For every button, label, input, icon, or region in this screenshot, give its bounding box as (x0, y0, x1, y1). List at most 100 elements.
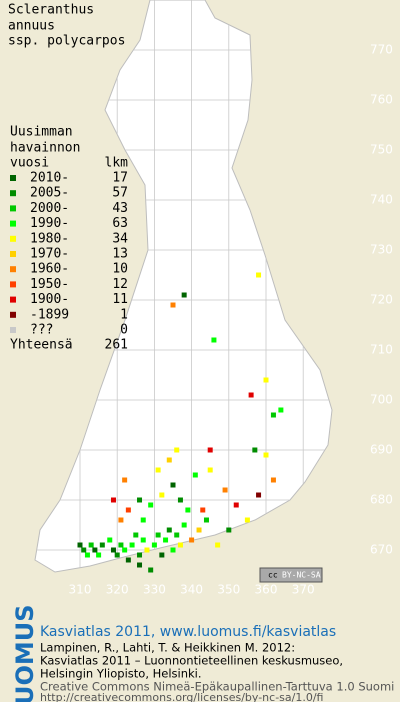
legend-count: 1 (120, 307, 128, 322)
legend-count: 12 (112, 277, 128, 292)
legend-label: 1980- (30, 231, 69, 246)
observation (181, 292, 187, 298)
observation (137, 552, 143, 558)
legend-swatch (10, 190, 16, 197)
observation (177, 497, 183, 503)
observation (166, 457, 172, 463)
observation (196, 527, 202, 533)
y-label: 710 (370, 343, 393, 357)
observation (125, 557, 131, 563)
observation (170, 302, 176, 308)
observation (110, 547, 116, 553)
legend-count: 0 (120, 323, 128, 338)
legend-label: 1960- (30, 262, 69, 277)
legend-heading: Uusimman (10, 125, 73, 140)
legend-count: 63 (112, 216, 128, 231)
title-line: ssp. polycarpos (8, 34, 125, 49)
observation (263, 452, 269, 458)
legend-swatch (10, 251, 16, 257)
observation (256, 272, 262, 278)
legend-total: 261 (105, 338, 128, 353)
observation (170, 547, 176, 553)
legend-count: 43 (112, 201, 128, 216)
observation (77, 542, 83, 548)
legend-label: ??? (30, 323, 53, 338)
observation (137, 497, 143, 503)
observation (118, 542, 124, 548)
observation (181, 522, 187, 528)
observation (148, 567, 154, 573)
legend-label: 1950- (30, 277, 69, 292)
observation (151, 542, 157, 548)
observation (174, 532, 180, 538)
legend-swatch (10, 220, 16, 227)
observation (203, 517, 209, 523)
observation (211, 337, 217, 343)
observation (270, 412, 276, 418)
legend-swatch (10, 235, 16, 242)
observation (137, 562, 143, 568)
grid-labels: 310 320 330 340 350 360 3706706806907007107207… (69, 43, 393, 597)
observation (148, 502, 154, 508)
logo: LUOMUS (11, 605, 39, 702)
observation (215, 542, 221, 548)
citation: Kasviatlas 2011 – Luonnontieteellinen ke… (40, 654, 343, 668)
legend-col-count: lkm (105, 156, 129, 171)
observation (96, 552, 102, 558)
observation (122, 547, 128, 553)
legend-swatch (10, 281, 16, 288)
observation (233, 502, 239, 508)
observation (192, 472, 198, 478)
legend-label: -1899 (30, 307, 69, 322)
x-label: 340 (180, 583, 203, 597)
observation (252, 447, 258, 453)
legend-swatch (10, 266, 16, 273)
x-label: 350 (217, 583, 240, 597)
license: Creative Commons Nimeä-Epäkaupallinen-Ta… (40, 680, 394, 694)
y-label: 720 (370, 293, 393, 307)
observation (226, 527, 232, 533)
x-label: 330 (143, 583, 166, 597)
legend-label: 1990- (30, 216, 69, 231)
observation (207, 467, 213, 473)
observation (185, 507, 191, 513)
observation (278, 407, 284, 413)
observation (155, 532, 161, 538)
legend-count: 13 (112, 247, 128, 262)
legend-count: 34 (112, 231, 128, 246)
y-label: 670 (370, 543, 393, 557)
y-label: 760 (370, 93, 393, 107)
observation (244, 517, 250, 523)
observation (159, 492, 165, 498)
observation (177, 542, 183, 548)
legend-count: 17 (112, 171, 128, 186)
observation (118, 517, 124, 523)
title-line: annuus (8, 19, 55, 34)
y-label: 770 (370, 43, 393, 57)
legend-swatch (10, 327, 16, 333)
observation (125, 507, 131, 513)
legend-label: 2005- (30, 186, 69, 201)
legend-count: 57 (112, 186, 128, 201)
legend-swatch (10, 311, 16, 318)
x-label: 370 (292, 583, 315, 597)
x-label: 360 (255, 583, 278, 597)
observation (200, 507, 206, 513)
license-url[interactable]: http://creativecommons.org/licenses/by-n… (40, 691, 323, 702)
legend: 2010- 17 2005- 57 2000- 43 1990- 63 1980- 34 1970-… (10, 171, 128, 353)
observation (88, 542, 94, 548)
observation (189, 537, 195, 543)
observation (140, 517, 146, 523)
legend-swatch (10, 205, 16, 212)
observation (163, 537, 169, 543)
legend-col-period: vuosi (10, 156, 49, 171)
link[interactable]: Kasviatlas 2011, www.luomus.fi/kasviatla… (40, 624, 336, 640)
observation (122, 477, 128, 483)
observations (77, 272, 284, 573)
observation (144, 547, 150, 553)
title-line: Scleranthus (8, 3, 94, 18)
observation (99, 542, 105, 548)
observation (263, 377, 269, 383)
observation (140, 537, 146, 543)
